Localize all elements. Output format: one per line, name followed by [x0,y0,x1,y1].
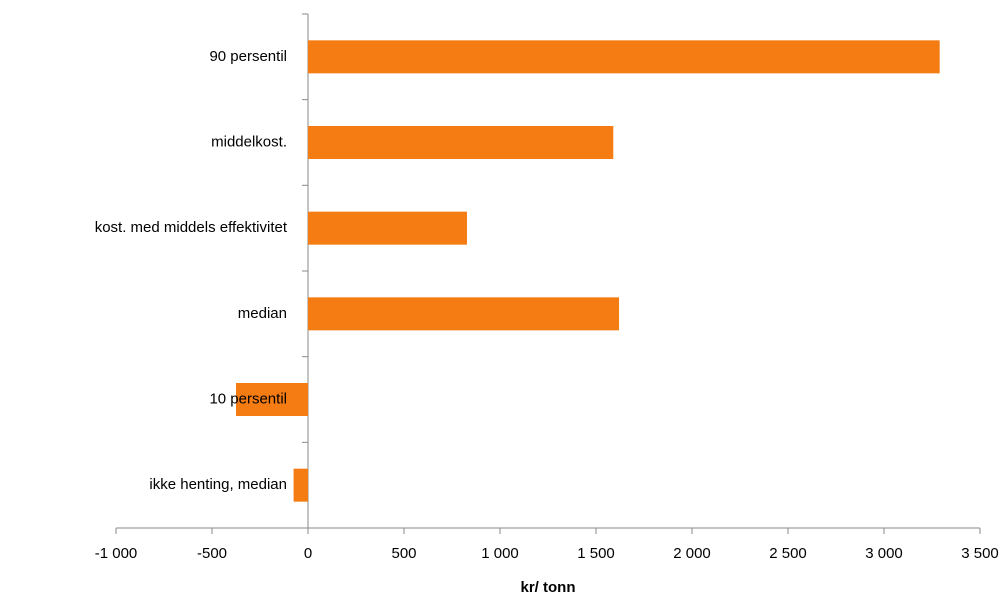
x-tick-label: -1 000 [95,545,138,562]
bar [293,468,308,502]
bar [308,40,940,74]
bar [308,297,620,331]
y-tick-label: 90 persentil [209,48,287,65]
bar [236,383,308,416]
x-tick-label: -500 [197,545,227,562]
x-tick-label: 500 [391,545,416,562]
x-tick-label: 3 500 [961,545,999,562]
bar [308,211,467,245]
x-tick-label: 1 500 [577,545,615,562]
y-tick-label: 10 persentil [209,390,287,407]
y-tick-label: kost. med middels effektivitet [95,219,288,236]
x-tick-label: 3 000 [865,545,903,562]
bar [308,126,614,159]
y-tick-label: middelkost. [211,133,287,150]
x-tick-label: 2 000 [673,545,711,562]
y-tick-label: ikke henting, median [149,476,287,493]
x-tick-label: 1 000 [481,545,519,562]
x-axis-title: kr/ tonn [521,579,576,596]
x-tick-label: 0 [304,545,312,562]
x-tick-label: 2 500 [769,545,807,562]
y-tick-label: median [238,305,287,322]
